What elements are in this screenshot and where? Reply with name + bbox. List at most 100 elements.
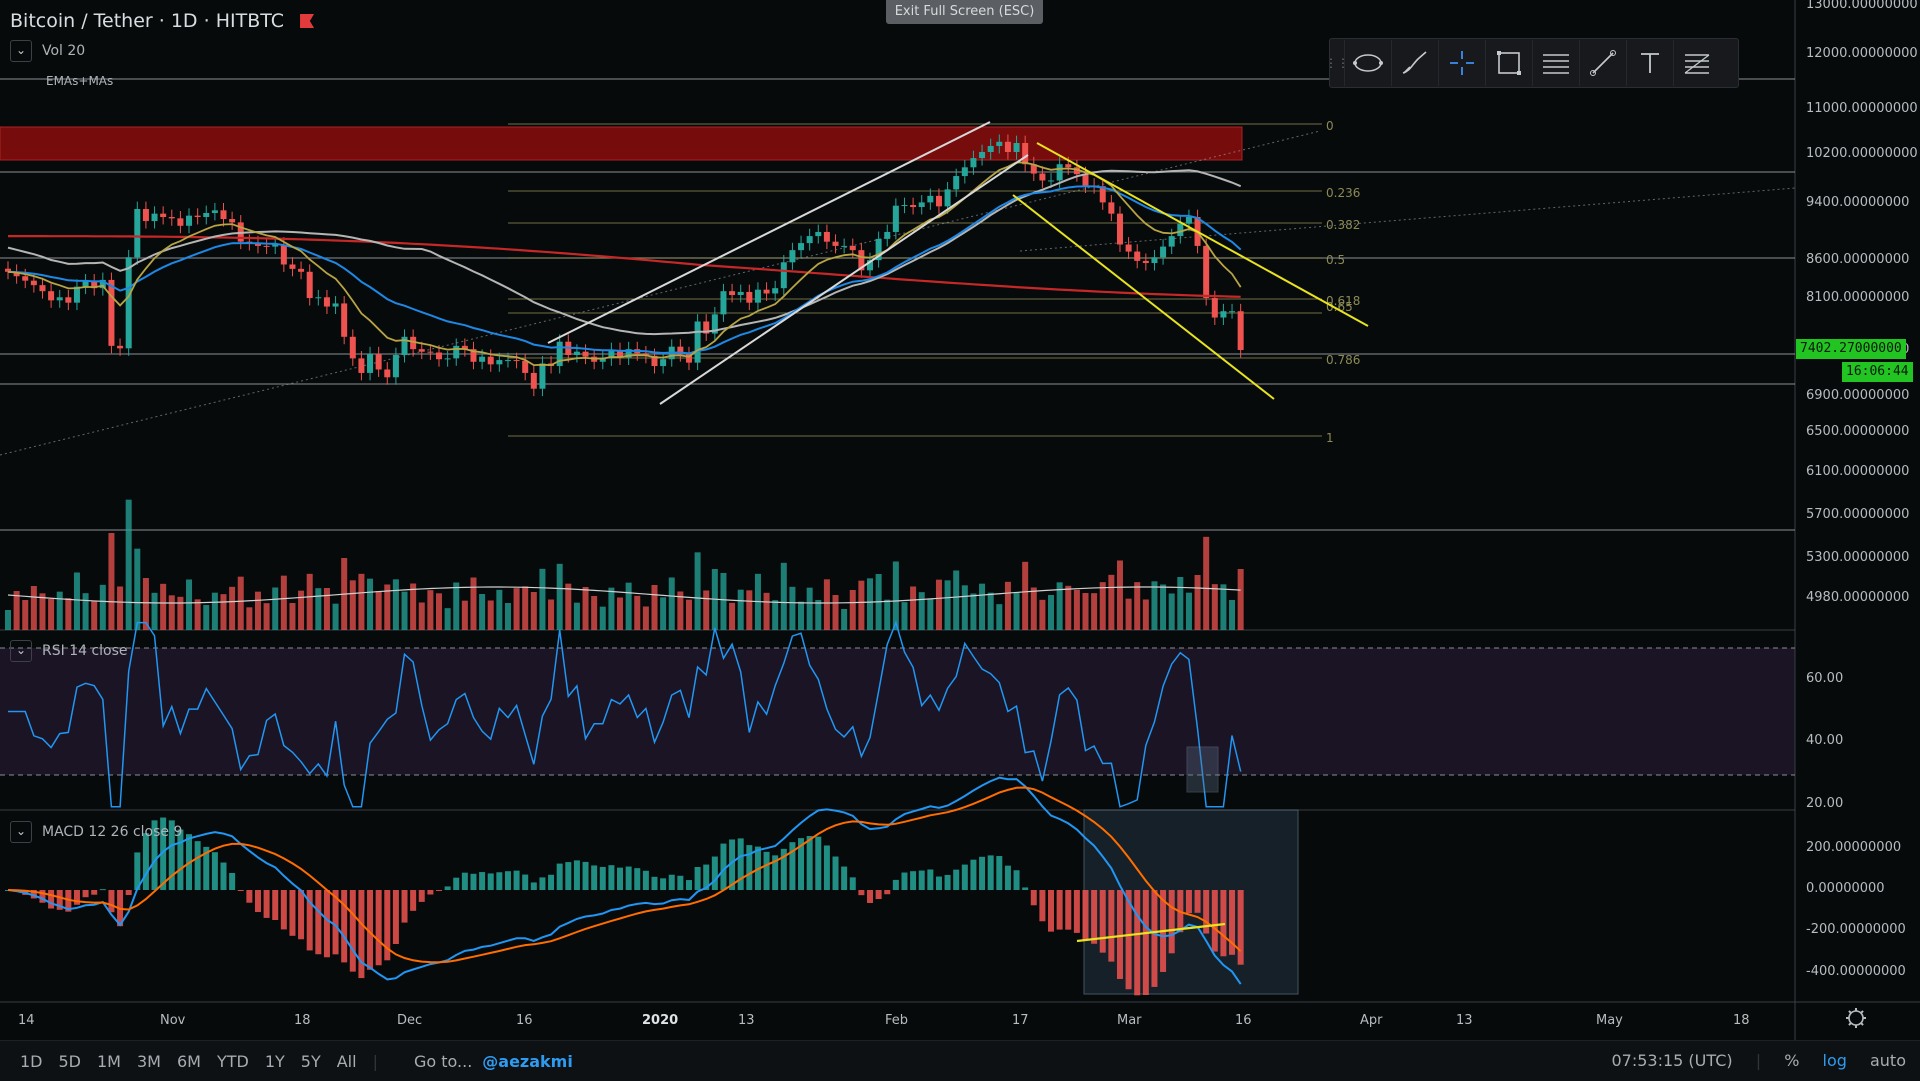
settings-gear-tooth-5 bbox=[1848, 1010, 1852, 1014]
lines-tool-icon[interactable] bbox=[1532, 40, 1579, 86]
macd-collapse-chevron-icon[interactable]: ⌄ bbox=[10, 821, 32, 843]
candle-body-34 bbox=[298, 268, 305, 272]
candle-0 bbox=[5, 261, 11, 280]
volume-bar-37 bbox=[323, 588, 330, 630]
candle-body-47 bbox=[410, 336, 417, 350]
price-tick-3: 10200.00000000 bbox=[1806, 146, 1918, 161]
candle-body-19 bbox=[168, 217, 175, 219]
macd-histogram-bar-23 bbox=[203, 846, 210, 890]
rsi-highlight-box bbox=[1186, 746, 1219, 793]
macd-histogram-bar-18 bbox=[160, 817, 167, 890]
macd-histogram-bar-143 bbox=[1237, 890, 1244, 965]
candle-129 bbox=[1116, 206, 1123, 252]
candle-body-32 bbox=[280, 244, 287, 265]
candle-body-87 bbox=[754, 289, 761, 303]
range-button-ytd[interactable]: YTD bbox=[216, 1051, 249, 1071]
volume-bar-88 bbox=[763, 592, 770, 630]
ema20-line bbox=[7, 161, 1242, 367]
interval-label[interactable]: 1D bbox=[170, 10, 198, 32]
volume-bar-136 bbox=[1177, 577, 1184, 630]
volume-bar-104 bbox=[901, 602, 908, 630]
ascending-channel-top bbox=[547, 121, 991, 344]
macd-histogram-bar-108 bbox=[935, 876, 942, 890]
range-button-3m[interactable]: 3M bbox=[136, 1051, 161, 1071]
crosshair-tool-icon[interactable] bbox=[1438, 40, 1485, 86]
volume-bar-122 bbox=[1056, 582, 1063, 630]
candle-90 bbox=[780, 254, 787, 296]
supply-zone bbox=[0, 126, 1243, 161]
volume-bar-71 bbox=[617, 597, 624, 630]
candle-body-112 bbox=[970, 158, 977, 168]
ellipse-tool-icon[interactable] bbox=[1344, 40, 1391, 86]
trendline-tool-icon[interactable] bbox=[1579, 40, 1626, 86]
range-button-1y[interactable]: 1Y bbox=[264, 1051, 285, 1071]
macd-histogram-bar-107 bbox=[927, 869, 934, 890]
fib-tool-icon[interactable] bbox=[1673, 40, 1720, 86]
author-handle[interactable]: @aezakmi bbox=[482, 1051, 573, 1071]
candle-body-142 bbox=[1229, 311, 1236, 313]
price-tick-4: 9400.00000000 bbox=[1806, 195, 1909, 210]
rsi-collapse-chevron-icon[interactable]: ⌄ bbox=[10, 640, 32, 662]
macd-histogram-bar-46 bbox=[401, 890, 408, 923]
macd-histogram-bar-63 bbox=[548, 874, 555, 890]
candle-102 bbox=[884, 224, 891, 247]
candle-42 bbox=[367, 346, 374, 381]
macd-histogram-bar-124 bbox=[1073, 890, 1080, 933]
volume-bar-126 bbox=[1091, 593, 1098, 630]
flag-icon[interactable] bbox=[300, 14, 315, 28]
settings-gear-ring bbox=[1848, 1010, 1864, 1026]
volume-bar-14 bbox=[125, 499, 132, 630]
macd-histogram-bar-72 bbox=[625, 866, 632, 890]
volume-bar-2 bbox=[22, 600, 29, 630]
collapse-chevron-icon[interactable]: ⌄ bbox=[10, 40, 32, 62]
ma200-line bbox=[8, 235, 1241, 298]
candle-30 bbox=[263, 238, 270, 255]
log-toggle[interactable]: log bbox=[1822, 1051, 1847, 1070]
macd-histogram-bar-43 bbox=[375, 890, 382, 966]
exit-fullscreen-button[interactable]: Exit Full Screen (ESC) bbox=[886, 0, 1043, 24]
candle-body-135 bbox=[1168, 236, 1175, 247]
rectangle-tool-icon[interactable] bbox=[1485, 40, 1532, 86]
candle-body-98 bbox=[849, 245, 856, 251]
text-tool-icon[interactable] bbox=[1626, 40, 1673, 86]
candle-83 bbox=[720, 283, 727, 322]
grip-icon[interactable]: ⋮⋮ bbox=[1325, 56, 1349, 70]
candle-body-31 bbox=[272, 244, 279, 247]
volume-bar-79 bbox=[685, 599, 692, 630]
volume-bar-103 bbox=[892, 561, 899, 630]
volume-bar-65 bbox=[565, 583, 572, 630]
macd-histogram-bar-123 bbox=[1065, 890, 1072, 930]
macd-histogram-bar-74 bbox=[642, 870, 649, 890]
candle-body-56 bbox=[487, 356, 494, 365]
rsi-line bbox=[8, 620, 1242, 808]
volume-bar-109 bbox=[944, 580, 951, 630]
goto-button[interactable]: Go to... bbox=[413, 1051, 473, 1071]
range-button-6m[interactable]: 6M bbox=[176, 1051, 201, 1071]
volume-bar-57 bbox=[496, 589, 503, 630]
percent-toggle[interactable]: % bbox=[1784, 1051, 1800, 1070]
macd-histogram-bar-45 bbox=[392, 890, 399, 944]
macd-histogram-bar-8 bbox=[73, 890, 80, 905]
range-button-all[interactable]: All bbox=[336, 1051, 357, 1071]
volume-bar-8 bbox=[73, 572, 80, 630]
candle-119 bbox=[1030, 156, 1037, 181]
utc-clock[interactable]: 07:53:15 (UTC) bbox=[1611, 1051, 1733, 1070]
volume-bar-62 bbox=[539, 568, 546, 630]
auto-toggle[interactable]: auto bbox=[1869, 1051, 1906, 1070]
candle-body-8 bbox=[73, 286, 80, 303]
range-button-5y[interactable]: 5Y bbox=[300, 1051, 321, 1071]
brush-tool-icon[interactable] bbox=[1391, 40, 1438, 86]
macd-histogram-bar-25 bbox=[220, 862, 227, 890]
range-button-1m[interactable]: 1M bbox=[97, 1051, 121, 1071]
macd-histogram-bar-106 bbox=[918, 870, 925, 890]
rsi-tick-1: 40.00 bbox=[1806, 733, 1843, 748]
volume-bar-99 bbox=[858, 580, 865, 630]
candle-body-16 bbox=[142, 208, 149, 222]
macd-histogram-bar-132 bbox=[1142, 890, 1149, 995]
volume-bar-52 bbox=[453, 582, 460, 630]
range-button-1d[interactable]: 1D bbox=[20, 1051, 43, 1071]
descending-channel-top bbox=[1036, 142, 1369, 327]
candle-body-90 bbox=[780, 262, 787, 289]
range-button-5d[interactable]: 5D bbox=[58, 1051, 82, 1071]
